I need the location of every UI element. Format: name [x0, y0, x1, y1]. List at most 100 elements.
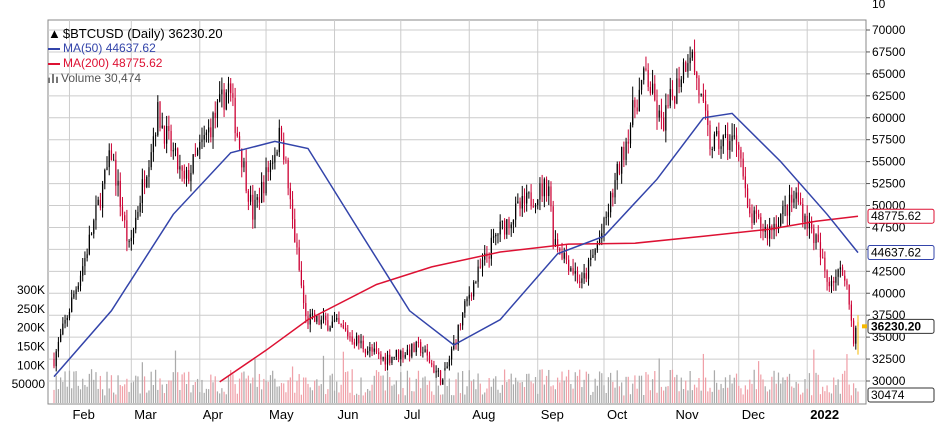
candle-body	[503, 220, 506, 235]
candle-body	[835, 276, 837, 283]
volume-bar	[486, 388, 488, 403]
candle-body	[808, 220, 811, 229]
candle-body	[625, 141, 627, 160]
volume-bar	[232, 374, 234, 403]
volume-bar	[609, 372, 612, 403]
volume-bar	[446, 386, 448, 403]
candle-body	[93, 220, 95, 234]
volume-bar	[676, 374, 678, 403]
candle-body	[428, 355, 431, 364]
candle-body	[826, 270, 828, 282]
volume-bar	[86, 386, 88, 403]
volume-bar	[466, 386, 468, 403]
volume-bar	[579, 369, 581, 403]
volume-bar	[501, 384, 504, 403]
candle-body	[744, 176, 746, 189]
candle-body	[846, 280, 848, 285]
candle-body	[60, 334, 62, 342]
candle-body	[406, 349, 409, 355]
candle-body	[258, 197, 261, 203]
volume-bar	[261, 389, 263, 403]
volume-bar	[804, 379, 806, 403]
candle-body	[256, 197, 258, 200]
candle-body	[442, 379, 444, 385]
candle-body	[316, 315, 318, 322]
volume-bar	[247, 375, 249, 403]
volume-bar	[154, 369, 157, 403]
volume-bar	[545, 375, 548, 403]
volume-bar	[484, 392, 486, 403]
candle-body	[269, 162, 272, 173]
candle-body	[596, 243, 598, 250]
volume-bar	[192, 384, 194, 403]
candle-body	[110, 150, 113, 161]
candle-body	[733, 135, 735, 137]
price-tick-label-partial: 10	[872, 0, 886, 11]
legend-ma200-value: 48775.62	[112, 56, 163, 70]
candle-body	[261, 181, 263, 203]
volume-bar	[444, 370, 446, 403]
candle-body	[84, 258, 86, 267]
candle-body	[353, 342, 356, 345]
candle-body	[543, 179, 545, 197]
candle-body	[815, 234, 817, 244]
candle-body	[408, 349, 411, 357]
ma50-line	[53, 112, 859, 378]
candle-body	[331, 321, 333, 328]
candle-body	[537, 199, 539, 206]
volume-bar	[422, 377, 424, 403]
volume-bar	[614, 387, 616, 403]
candle-body	[607, 212, 610, 218]
volume-bar	[212, 382, 214, 403]
candle-body	[172, 150, 174, 152]
volume-bar	[647, 374, 649, 403]
volume-bar	[342, 351, 344, 403]
candle-body	[294, 219, 296, 243]
volume-bar	[519, 382, 521, 403]
candle-body	[333, 319, 336, 322]
ma50-swatch-icon	[48, 47, 60, 50]
candle-body	[587, 259, 590, 279]
volume-bar	[837, 379, 839, 403]
candle-body	[53, 359, 55, 367]
volume-bar	[428, 380, 431, 403]
candle-body	[576, 271, 579, 282]
candle-body	[700, 93, 702, 96]
volume-bar	[581, 387, 583, 403]
candle-body	[698, 78, 700, 96]
volume-bar	[682, 388, 685, 403]
candle-body	[632, 100, 634, 125]
candle-body	[106, 167, 108, 171]
volume-bar	[722, 388, 724, 403]
volume-tick-label: 300K	[17, 283, 45, 297]
volume-bar	[499, 392, 501, 403]
candle-body	[634, 100, 636, 108]
candle-body	[720, 146, 722, 149]
candle-body	[415, 341, 417, 353]
volume-bar	[263, 378, 265, 403]
legend-ma50-label: MA(50)	[63, 41, 103, 55]
candle-body	[550, 186, 552, 207]
volume-bar	[824, 391, 826, 403]
svg-text:36230.20: 36230.20	[871, 319, 921, 333]
candle-body	[466, 298, 468, 302]
candle-body	[855, 327, 857, 344]
candle-body	[651, 83, 654, 94]
candle-body	[459, 324, 462, 326]
candle-body	[508, 219, 510, 229]
volume-bar	[148, 390, 150, 403]
volume-bar	[587, 373, 590, 403]
volume-bar	[64, 371, 66, 403]
candle-body	[590, 257, 592, 260]
candle-body	[512, 219, 515, 225]
volume-bar	[632, 383, 634, 403]
volume-bar	[132, 381, 135, 403]
volume-bar	[289, 377, 291, 403]
volume-bar	[88, 373, 90, 403]
candle-body	[477, 266, 479, 282]
volume-bar	[497, 389, 499, 403]
volume-bar	[702, 353, 705, 403]
volume-bar	[234, 384, 236, 403]
candle-body	[740, 149, 742, 159]
volume-bar	[521, 381, 523, 403]
